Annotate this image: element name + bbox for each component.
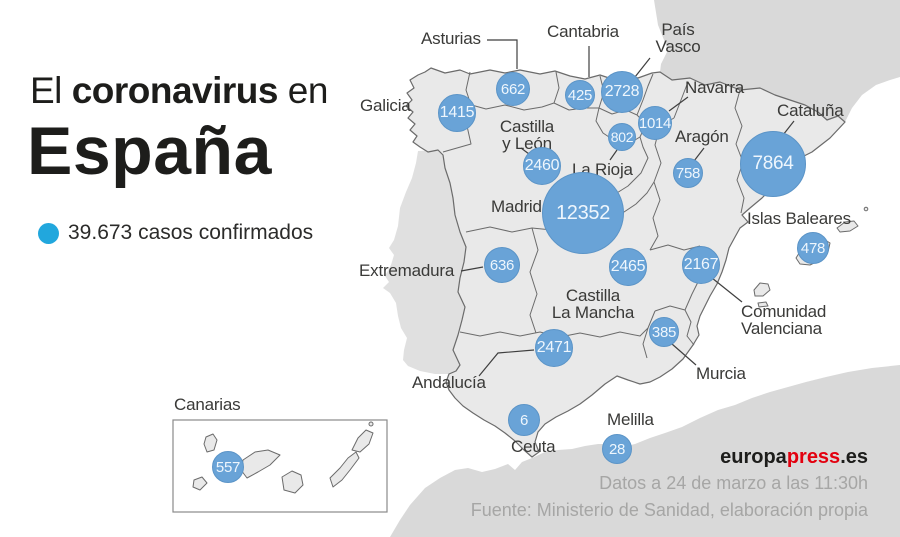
region-label-ceuta: Ceuta	[511, 437, 556, 456]
bubble-murcia: 385	[649, 317, 679, 347]
region-label-asturias: Asturias	[421, 29, 481, 48]
bubble-la-rioja: 802	[608, 123, 636, 151]
region-label-murcia: Murcia	[696, 364, 746, 383]
bubble-asturias: 662	[496, 72, 530, 106]
canarias-inset-box	[172, 419, 388, 513]
bubble-castilla-la-mancha: 2465	[609, 248, 647, 286]
region-label-cataluna: Cataluña	[777, 101, 844, 120]
bubble-canarias: 557	[212, 451, 244, 483]
region-label-castilla-y-leon: Castilla y León	[499, 117, 555, 154]
legend: 39.673 casos confirmados	[38, 221, 313, 245]
region-label-madrid: Madrid	[491, 197, 542, 216]
bubble-islas-baleares: 478	[797, 232, 829, 264]
region-label-comunidad-valenciana: Comunidad Valenciana	[741, 302, 827, 339]
region-label-islas-baleares: Islas Baleares	[747, 209, 851, 228]
bubble-aragon: 758	[673, 158, 703, 188]
footer-source: Fuente: Ministerio de Sanidad, elaboraci…	[470, 500, 868, 520]
bubble-melilla: 28	[602, 434, 632, 464]
region-label-pais-vasco: País Vasco	[655, 20, 701, 57]
bubble-ceuta: 6	[508, 404, 540, 436]
bubble-extremadura: 636	[484, 247, 520, 283]
bubble-navarra: 1014	[638, 106, 672, 140]
page-title-line2: España	[27, 113, 272, 189]
region-label-castilla-la-mancha: Castilla La Mancha	[551, 286, 635, 323]
region-label-extremadura: Extremadura	[359, 261, 455, 280]
legend-text: 39.673 casos confirmados	[68, 221, 314, 244]
region-label-aragon: Aragón	[675, 127, 729, 146]
bubble-cataluna: 7864	[740, 131, 806, 197]
legend-dot-icon	[38, 222, 59, 244]
leader-lines	[460, 39, 795, 377]
bubble-cantabria: 425	[565, 80, 595, 110]
region-label-navarra: Navarra	[685, 78, 745, 97]
portugal-landmass	[383, 150, 466, 374]
bubble-castilla-y-leon: 2460	[523, 147, 561, 185]
africa-landmass	[390, 365, 900, 537]
region-label-galicia: Galicia	[360, 96, 411, 115]
bubble-andalucia: 2471	[535, 329, 573, 367]
france-landmass	[654, 0, 900, 122]
footer-date: Datos a 24 de marzo a las 11:30h	[599, 473, 868, 493]
region-label-melilla: Melilla	[607, 410, 654, 429]
bubble-madrid: 12352	[542, 172, 624, 254]
bubble-galicia: 1415	[438, 94, 476, 132]
europapress-logo: europapress.es	[720, 446, 868, 468]
bubble-pais-vasco: 2728	[601, 71, 643, 113]
bubble-comunidad-valenciana: 2167	[682, 246, 720, 284]
region-label-andalucia: Andalucía	[412, 373, 486, 392]
region-label-cantabria: Cantabria	[547, 22, 619, 41]
page-title-line1: El coronavirus en	[30, 70, 328, 111]
region-label-canarias: Canarias	[174, 395, 241, 414]
